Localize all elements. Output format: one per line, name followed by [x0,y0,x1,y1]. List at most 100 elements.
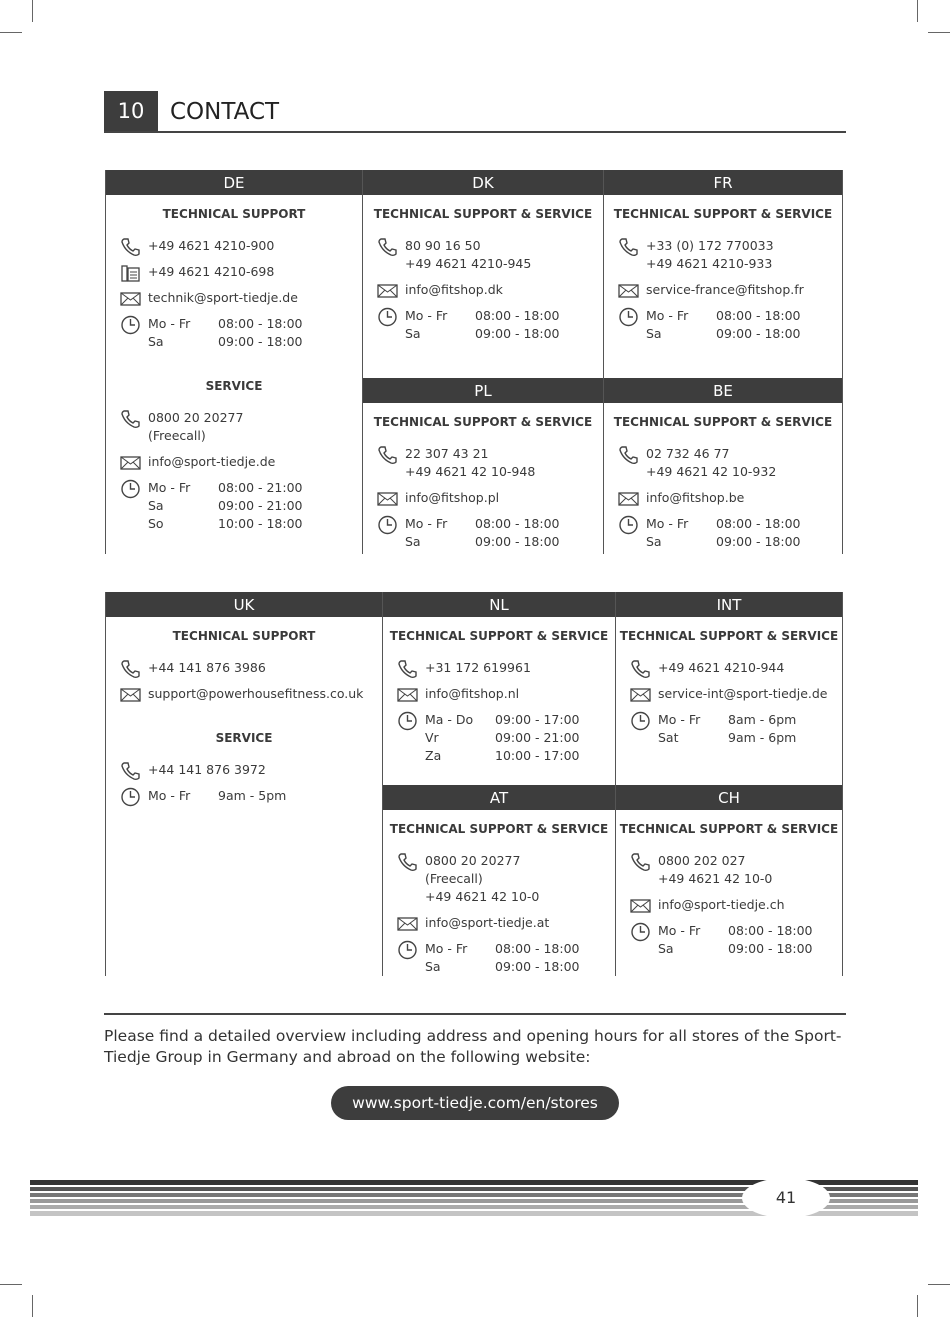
times: 09:00 - 18:00 [218,334,303,349]
email: service-int@sport-tiedje.de [658,686,828,701]
contact-block: TECHNICAL SUPPORT & SERVICE 22 307 43 21 +… [363,403,603,551]
phone-entry: 22 307 43 21 +49 4621 42 10-948 [363,445,603,481]
hours-row: Sa 09:00 - 18:00 [405,325,603,343]
hours-icon [121,479,140,499]
country-panel: BE TECHNICAL SUPPORT & SERVICE 02 732 46 7… [603,378,843,554]
contact-block: TECHNICAL SUPPORT & SERVICE 0800 202 027 +… [616,810,842,958]
hours-row: So 10:00 - 18:00 [148,515,362,533]
hours-row: Sa 09:00 - 18:00 [148,333,362,351]
hours-icon [631,922,650,942]
country-code: DE [106,170,362,195]
email-icon [120,456,141,470]
times: 09:00 - 21:00 [495,730,580,745]
times: 09:00 - 18:00 [728,941,813,956]
days: Mo - Fr [658,923,701,938]
phone-entry: +44 141 876 3972 [106,761,382,781]
country-code: BE [604,378,842,403]
email-icon [377,284,398,298]
hours-entry: Mo - Fr 08:00 - 18:00 Sa 09:00 - 18:00 [383,940,615,976]
hours-entry: Mo - Fr 08:00 - 18:00 Sa 09:00 - 18:00 [604,515,842,551]
contact-block: TECHNICAL SUPPORT & SERVICE 0800 20 20277… [383,810,615,976]
days: Sat [658,730,679,745]
hours-row: Mo - Fr 08:00 - 21:00 [148,479,362,497]
block-heading: TECHNICAL SUPPORT & SERVICE [619,629,839,643]
country-code: INT [616,592,842,617]
email: info@sport-tiedje.at [425,915,550,930]
hours-icon [398,940,417,960]
email-entry: service-france@fitshop.fr [604,281,842,299]
hours-icon [619,307,638,327]
hours-entry: Mo - Fr 08:00 - 18:00 Sa 09:00 - 18:00 [363,515,603,551]
phone: +49 4621 4210-944 [658,660,785,675]
days: Mo - Fr [148,316,191,331]
hours-icon [398,711,417,731]
email: technik@sport-tiedje.de [148,290,298,305]
contact-block: TECHNICAL SUPPORT & SERVICE 02 732 46 77 +… [604,403,842,551]
block-heading: SERVICE [215,731,273,745]
phone-entry: 0800 20 20277 (Freecall) [106,409,362,445]
email-icon [630,899,651,913]
phone: +31 172 619961 [425,660,531,675]
hours-row: Mo - Fr 08:00 - 18:00 [658,922,842,940]
email: info@fitshop.dk [405,282,503,297]
country-code: NL [383,592,615,617]
days: Sa [646,326,662,341]
hours-entry: Mo - Fr 8am - 6pm Sat 9am - 6pm [616,711,842,747]
block-heading: TECHNICAL SUPPORT & SERVICE [373,415,593,429]
phone: 0800 20 20277 [148,410,244,425]
times: 08:00 - 21:00 [218,480,303,495]
days: Mo - Fr [425,941,468,956]
email-icon [120,688,141,702]
email-icon [618,284,639,298]
days: Mo - Fr [646,516,689,531]
country-code: UK [106,592,382,617]
hours-row: Za 10:00 - 17:00 [425,747,615,765]
phone: +49 4621 4210-945 [405,256,532,271]
days: Mo - Fr [148,788,191,803]
block-heading: TECHNICAL SUPPORT & SERVICE [613,207,833,221]
email-entry: service-int@sport-tiedje.de [616,685,842,703]
footer-stripes [30,1178,918,1218]
phone-entry: 80 90 16 50 +49 4621 4210-945 [363,237,603,273]
email-icon [120,292,141,306]
phone: +49 4621 42 10-0 [425,889,540,904]
footer-text: Please find a detailed overview includin… [104,1027,842,1066]
block-heading: TECHNICAL SUPPORT & SERVICE [389,629,609,643]
page-number: 41 [775,1188,797,1207]
email: info@fitshop.be [646,490,745,505]
phone-icon [121,410,140,429]
email-icon [630,688,651,702]
contact-block: TECHNICAL SUPPORT +49 4621 4210-900 +49 46… [106,195,362,351]
phone: 80 90 16 50 [405,238,481,253]
hours-entry: Mo - Fr 08:00 - 18:00 Sa 09:00 - 18:00 [363,307,603,343]
country-panel: UK TECHNICAL SUPPORT +44 141 876 3986 suppo… [105,592,383,976]
hours-row: Vr 09:00 - 21:00 [425,729,615,747]
email: info@fitshop.nl [425,686,520,701]
times: 10:00 - 18:00 [218,516,303,531]
hours-row: Mo - Fr 08:00 - 18:00 [405,307,603,325]
phone: +44 141 876 3972 [148,762,266,777]
phone-icon [631,660,650,679]
email: info@sport-tiedje.de [148,454,276,469]
times: 09:00 - 17:00 [495,712,580,727]
times: 09:00 - 18:00 [475,534,560,549]
hours-row: Mo - Fr 08:00 - 18:00 [425,940,615,958]
hours-row: Mo - Fr 08:00 - 18:00 [148,315,362,333]
website-link[interactable]: www.sport-tiedje.com/en/stores [331,1086,619,1120]
email: info@fitshop.pl [405,490,500,505]
chapter-number: 10 [104,91,158,132]
email-icon [618,492,639,506]
times: 8am - 6pm [728,712,797,727]
phone: +49 4621 42 10-932 [646,464,777,479]
email-entry: support@powerhousefitness.co.uk [106,685,382,703]
phone: +49 4621 4210-933 [646,256,773,271]
block-heading: TECHNICAL SUPPORT & SERVICE [389,822,609,836]
country-code: PL [363,378,603,403]
contact-block: TECHNICAL SUPPORT & SERVICE +33 (0) 172 7… [604,195,842,343]
email: info@sport-tiedje.ch [658,897,785,912]
phone: (Freecall) [425,871,483,886]
days: Mo - Fr [148,480,191,495]
email-entry: info@fitshop.be [604,489,842,507]
hours-row: Mo - Fr 08:00 - 18:00 [646,307,842,325]
phone-entry: +31 172 619961 [383,659,615,679]
